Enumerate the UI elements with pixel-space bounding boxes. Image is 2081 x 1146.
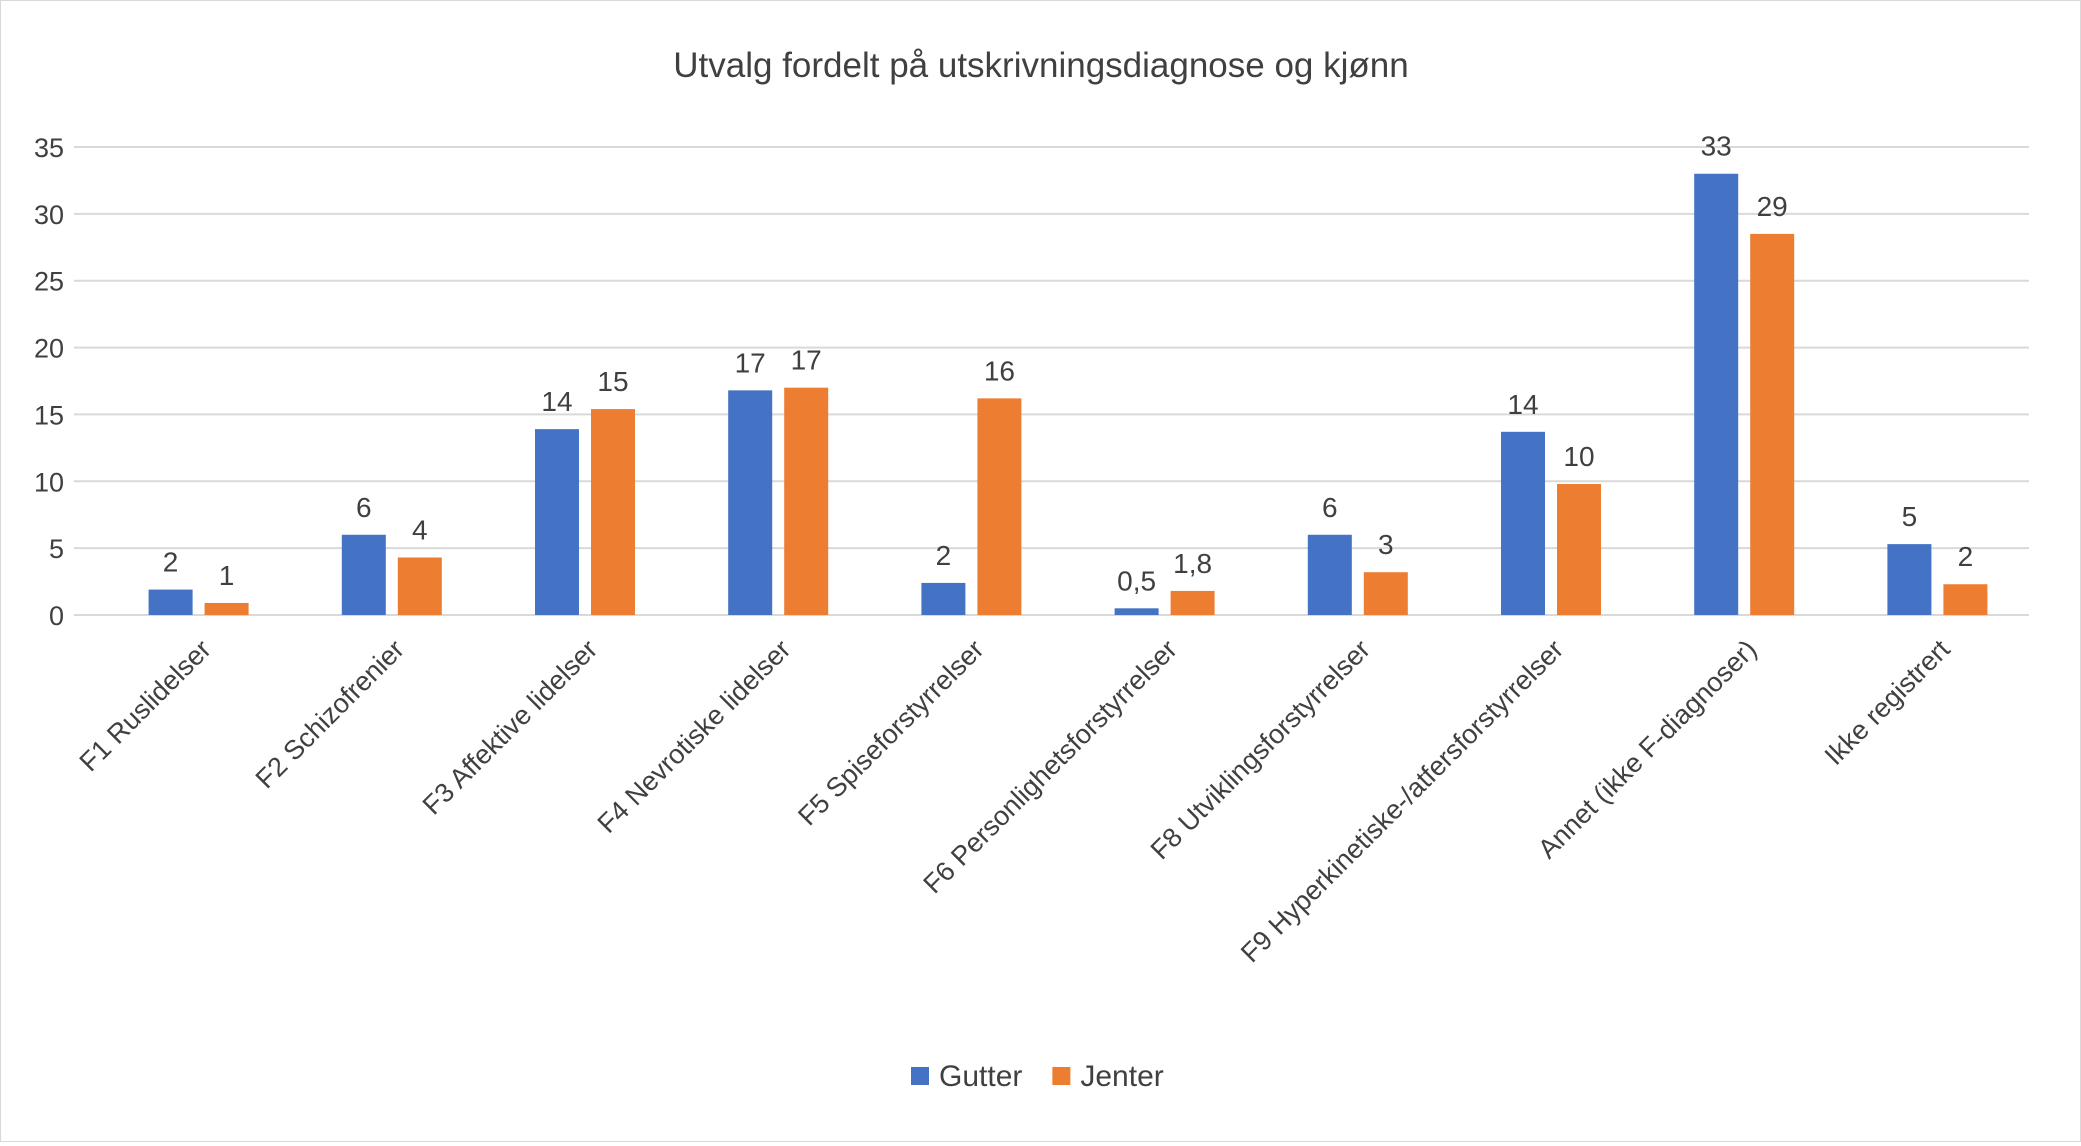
bar-jenter: [397, 557, 442, 615]
bar-jenter: [1557, 483, 1601, 615]
x-tick-label: F5 Spiseforstyrrelser: [792, 634, 989, 831]
data-label: 16: [984, 355, 1015, 386]
data-label: 3: [1378, 529, 1394, 560]
bar-jenter: [977, 398, 1022, 615]
bar-gutter: [921, 582, 966, 615]
data-label: 10: [1563, 441, 1594, 472]
x-tick-label: F1 Ruslidelser: [74, 634, 217, 777]
data-label: 2: [163, 547, 179, 578]
legend-swatch: [911, 1067, 929, 1085]
y-tick-label: 30: [34, 200, 64, 230]
data-label: 14: [541, 386, 572, 417]
y-axis-ticks: 0 5 10 15 20 25 30 35: [34, 133, 64, 631]
bar-gutter: [1887, 544, 1932, 615]
data-label: 17: [791, 345, 822, 376]
y-tick-label: 15: [34, 400, 64, 430]
data-label: 29: [1757, 191, 1788, 222]
x-axis-ticks: F1 Ruslidelser F2 Schizofrenier F3 Affekti…: [74, 634, 1956, 969]
legend-swatch: [1052, 1067, 1071, 1085]
legend-label: Gutter: [939, 1060, 1022, 1093]
bar-jenter: [204, 602, 249, 615]
x-tick-label: Annet (ikke F-diagnoser): [1532, 634, 1762, 864]
data-label: 2: [936, 540, 952, 571]
chart-title: Utvalg fordelt på utskrivningsdiagnose o…: [673, 46, 1408, 85]
legend: Gutter Jenter: [911, 1060, 1164, 1093]
bar-jenter: [1750, 233, 1795, 615]
data-label: 5: [1902, 501, 1918, 532]
bar-jenter: [1943, 584, 1988, 615]
data-label: 6: [356, 492, 372, 523]
bar-jenter: [1170, 590, 1215, 615]
bar-jenter: [591, 409, 635, 615]
y-tick-label: 20: [34, 334, 64, 364]
y-tick-label: 5: [49, 534, 64, 564]
bar-gutter: [535, 429, 579, 615]
data-label: 4: [412, 515, 428, 546]
bar-gutter: [341, 534, 386, 615]
bar-gutter: [148, 589, 193, 615]
bar-jenter: [1363, 572, 1408, 615]
y-tick-label: 25: [34, 267, 64, 297]
data-label: 17: [735, 347, 766, 378]
data-label: 1: [219, 560, 235, 591]
y-tick-label: 10: [34, 467, 64, 497]
x-tick-label: F3 Affektive lidelser: [417, 634, 603, 820]
bar-gutter: [728, 390, 773, 615]
x-tick-label: F9 Hyperkinetiske-/atfersforstyrrelser: [1235, 634, 1569, 968]
data-label: 33: [1701, 131, 1732, 162]
bar-jenter: [784, 387, 829, 615]
bar-gutter: [1307, 534, 1352, 615]
bar-gutter: [1694, 173, 1739, 615]
legend-label: Jenter: [1080, 1060, 1163, 1093]
bar-gutter: [1501, 431, 1545, 615]
data-label: 15: [597, 366, 628, 397]
x-tick-label: F4 Nevrotiske lidelser: [592, 634, 797, 839]
data-label: 0,5: [1117, 565, 1156, 596]
data-label: 14: [1507, 389, 1538, 420]
data-label: 6: [1322, 492, 1338, 523]
x-tick-label: F8 Utviklingsforstyrrelser: [1145, 634, 1376, 865]
bar-gutter: [1114, 608, 1159, 615]
data-label: 2: [1958, 541, 1974, 572]
x-tick-label: F2 Schizofrenier: [250, 634, 410, 794]
y-tick-label: 35: [34, 133, 64, 163]
bars: [148, 173, 1988, 615]
data-label: 1,8: [1173, 548, 1212, 579]
x-tick-label: Ikke registrert: [1819, 634, 1956, 771]
y-tick-label: 0: [49, 601, 64, 631]
gridlines: [74, 146, 2029, 616]
